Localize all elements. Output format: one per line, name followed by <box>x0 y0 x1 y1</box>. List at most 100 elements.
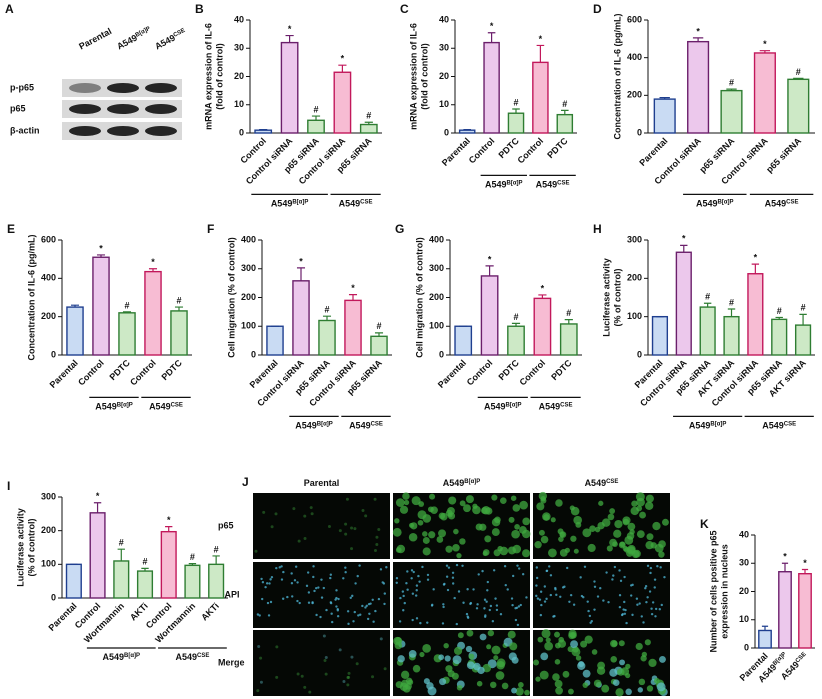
cell <box>342 680 346 684</box>
cell <box>335 589 338 592</box>
cell <box>329 601 332 604</box>
x-tick-label-text: PDTC <box>549 358 574 383</box>
x-tick-label-text: Parental <box>638 136 670 168</box>
cell <box>312 575 315 579</box>
cell <box>638 602 641 605</box>
cell <box>385 566 388 569</box>
y-tick-label: 600 <box>41 234 56 244</box>
error-bar <box>781 562 789 572</box>
error-bar <box>564 319 573 324</box>
significance: # <box>777 306 782 316</box>
y-axis-label: (% of control) <box>612 269 622 327</box>
cell <box>403 499 410 506</box>
micro-image <box>253 630 390 696</box>
error-bar <box>692 37 704 42</box>
bar <box>483 41 500 134</box>
bar <box>136 570 154 599</box>
significance: * <box>96 491 100 501</box>
cell <box>473 662 481 671</box>
error-bar <box>703 302 712 308</box>
cell <box>570 535 577 542</box>
group-label: A549CSE <box>175 652 209 662</box>
significance: # <box>566 308 571 318</box>
cell <box>452 544 460 552</box>
cell <box>338 648 342 652</box>
panel-label: B <box>195 2 204 16</box>
cell <box>625 621 628 625</box>
column-label: Parental <box>304 478 340 488</box>
cell <box>650 607 653 610</box>
cell <box>292 507 296 511</box>
error-bar <box>463 129 471 131</box>
cell <box>573 548 579 554</box>
significance: * <box>99 243 103 253</box>
cell <box>361 509 365 513</box>
cell <box>543 514 550 521</box>
cell <box>636 530 645 539</box>
x-tick-label: Parental <box>47 601 79 633</box>
cell <box>354 582 357 585</box>
blot-row-label: p-p65 <box>10 82 34 92</box>
group-label-sup: CSE <box>557 180 569 186</box>
cell <box>377 597 381 601</box>
cell <box>443 643 449 649</box>
cell <box>516 623 520 627</box>
cell <box>280 578 284 581</box>
group-label-sup: B[α]P <box>718 199 734 205</box>
cell <box>499 546 509 556</box>
cell <box>383 592 386 595</box>
cell <box>307 591 311 594</box>
bar <box>266 325 284 356</box>
error-bar <box>751 263 760 274</box>
cell <box>261 580 265 584</box>
cell <box>601 684 610 693</box>
cell <box>611 640 618 647</box>
cell <box>618 640 625 647</box>
cell <box>445 665 453 673</box>
cell <box>410 577 413 580</box>
y-axis-label: Cell migration (% of control) <box>226 237 236 358</box>
cell <box>511 529 520 539</box>
bar <box>651 315 669 356</box>
cell <box>507 546 516 555</box>
cell <box>642 621 645 624</box>
cell <box>618 605 622 609</box>
cell <box>311 601 314 604</box>
significance: # <box>190 552 195 562</box>
panel-label: H <box>593 222 602 236</box>
cell <box>533 659 540 666</box>
cell <box>346 683 350 687</box>
cell <box>614 519 623 529</box>
cell <box>635 642 643 651</box>
cell <box>554 588 557 591</box>
cell <box>379 637 383 641</box>
cell <box>601 518 611 527</box>
lane-label-sup: CSE <box>172 27 186 38</box>
cell <box>586 600 589 603</box>
cell <box>501 682 509 690</box>
bar <box>344 299 362 356</box>
cell <box>459 500 466 507</box>
cell <box>511 687 517 694</box>
y-tick-label: 20 <box>439 71 449 81</box>
significance: # <box>313 104 318 114</box>
cell <box>491 518 501 527</box>
cell <box>483 598 487 601</box>
cell <box>491 494 498 501</box>
x-tick-label: Parental <box>638 136 670 168</box>
panel-label: C <box>400 2 409 16</box>
cell <box>617 668 625 676</box>
cell <box>345 497 349 501</box>
cell <box>298 601 301 605</box>
bar <box>333 71 352 134</box>
x-tick-label-text: p65 siRNA <box>764 136 803 175</box>
y-tick-label: 400 <box>241 234 256 244</box>
cell <box>573 515 583 525</box>
cell <box>598 500 604 506</box>
cell <box>320 578 323 581</box>
cell <box>606 545 613 552</box>
cell <box>330 612 333 615</box>
blot-band <box>145 104 177 114</box>
x-tick-label-text: Parental <box>436 358 468 390</box>
cell <box>352 620 355 623</box>
